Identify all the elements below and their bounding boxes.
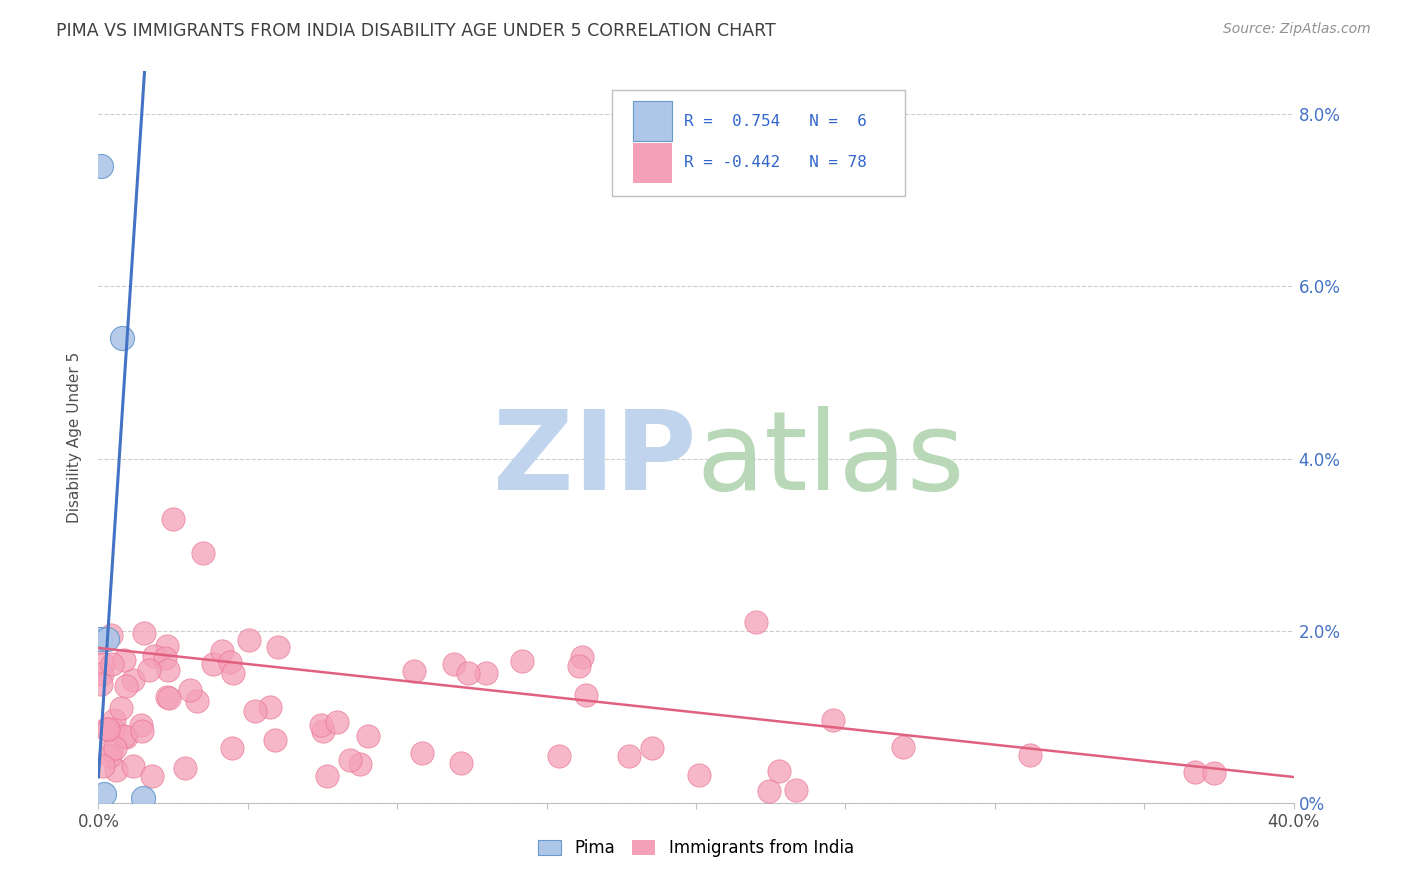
Point (132, 791, 155, 805)
Point (357, 729, 380, 743)
Point (89, 632, 111, 647)
Text: R =  0.754   N =  6: R = 0.754 N = 6 (685, 113, 868, 128)
Point (157, 690, 180, 705)
Text: R = -0.442   N = 78: R = -0.442 N = 78 (685, 155, 868, 170)
Point (131, 724, 153, 739)
Point (129, 718, 152, 732)
FancyBboxPatch shape (613, 90, 905, 195)
FancyBboxPatch shape (633, 101, 672, 141)
Point (138, 663, 160, 677)
Point (122, 673, 145, 687)
Point (141, 769, 163, 783)
Point (510, 654, 533, 668)
Point (121, 759, 143, 773)
Point (173, 761, 195, 775)
Point (112, 729, 135, 743)
Point (100, 743, 122, 757)
Point (745, 615, 768, 629)
Point (768, 764, 790, 778)
Text: PIMA VS IMMIGRANTS FROM INDIA DISABILITY AGE UNDER 5 CORRELATION CHART: PIMA VS IMMIGRANTS FROM INDIA DISABILITY… (56, 22, 776, 40)
Point (316, 769, 339, 783)
Point (211, 644, 233, 658)
Point (548, 749, 571, 764)
Point (309, 717, 332, 731)
Point (143, 648, 166, 663)
FancyBboxPatch shape (633, 143, 672, 183)
Point (162, 512, 184, 526)
Point (823, 713, 845, 727)
Text: atlas: atlas (696, 406, 965, 513)
Point (339, 753, 361, 767)
Point (264, 732, 287, 747)
Point (90, 676, 112, 690)
Point (98, 749, 121, 764)
Point (90, 635, 112, 649)
Point (96, 632, 118, 647)
Point (641, 740, 664, 755)
Point (114, 731, 136, 745)
Point (156, 690, 179, 704)
Point (219, 655, 242, 669)
Point (186, 694, 208, 708)
Point (155, 650, 177, 665)
Point (475, 665, 498, 680)
Legend: Pima, Immigrants from India: Pima, Immigrants from India (531, 832, 860, 864)
Point (571, 650, 593, 665)
Point (93, 759, 115, 773)
Point (568, 659, 591, 673)
Text: Source: ZipAtlas.com: Source: ZipAtlas.com (1223, 22, 1371, 37)
Point (97, 723, 120, 737)
Point (101, 657, 124, 672)
Y-axis label: Disability Age Under 5: Disability Age Under 5 (67, 351, 83, 523)
Point (267, 640, 290, 655)
Point (238, 632, 260, 647)
Point (100, 628, 122, 642)
Point (191, 546, 214, 560)
Point (404, 665, 426, 679)
Point (1018, 748, 1040, 763)
Point (575, 688, 598, 702)
Text: ZIP: ZIP (492, 406, 696, 513)
Point (110, 701, 132, 715)
Point (93, 787, 115, 801)
Point (785, 783, 807, 797)
Point (312, 724, 335, 739)
Point (221, 741, 243, 756)
Point (243, 704, 266, 718)
Point (758, 784, 780, 798)
Point (617, 748, 640, 763)
Point (688, 767, 710, 781)
Point (91, 657, 114, 671)
Point (326, 714, 349, 729)
Point (259, 700, 281, 714)
Point (179, 682, 201, 697)
Point (91, 666, 114, 681)
Point (105, 764, 128, 778)
Point (349, 757, 371, 772)
Point (450, 756, 472, 770)
Point (1184, 765, 1206, 780)
Point (104, 740, 127, 755)
Point (891, 739, 914, 754)
Point (157, 664, 180, 678)
Point (443, 657, 465, 672)
Point (112, 652, 135, 666)
Point (1204, 765, 1226, 780)
Point (90, 159, 112, 173)
Point (114, 679, 136, 693)
Point (132, 625, 155, 640)
Point (457, 666, 479, 681)
Point (94, 722, 117, 736)
Point (103, 713, 125, 727)
Point (411, 746, 433, 760)
Point (222, 665, 245, 680)
Point (156, 639, 179, 653)
Point (111, 331, 134, 345)
Point (103, 723, 125, 737)
Point (202, 657, 225, 671)
